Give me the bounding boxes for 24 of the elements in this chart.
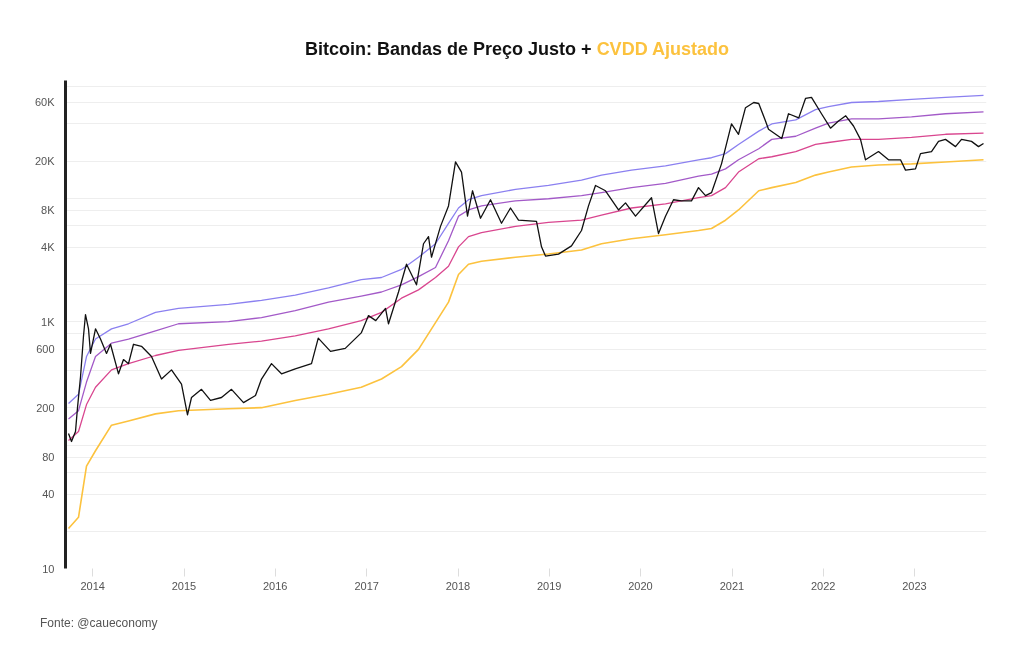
y-tick-label: 60K xyxy=(34,96,56,109)
y-tick-label: 200 xyxy=(36,401,55,414)
chart-title: Bitcoin: Bandas de Preço Justo + xyxy=(305,39,592,59)
x-tick-label: 2018 xyxy=(445,579,471,592)
y-tick-label: 1K xyxy=(41,315,56,328)
x-tick-label: 2020 xyxy=(628,579,653,592)
y-tick-label: 20K xyxy=(34,155,56,168)
x-tick-label: 2021 xyxy=(719,579,745,592)
x-tick-label: 2019 xyxy=(537,579,562,592)
line-series xyxy=(67,158,985,530)
y-tick-label: 10 xyxy=(42,562,55,575)
y-tick-label: 8K xyxy=(41,204,56,217)
y-tick-label: 40 xyxy=(42,488,55,501)
x-tick-label: 2017 xyxy=(354,579,379,592)
y-tick-label: 80 xyxy=(42,451,55,464)
text: CVDD Ajustado xyxy=(596,39,729,59)
y-tick-label: 600 xyxy=(36,343,55,356)
x-tick-label: 2022 xyxy=(811,579,836,592)
x-tick-label: 2023 xyxy=(902,579,927,592)
source-note: Fonte: @caueconomy xyxy=(39,615,158,632)
x-tick-label: 2014 xyxy=(80,579,105,592)
y-tick-label: 4K xyxy=(41,241,56,254)
x-tick-label: 2015 xyxy=(171,579,197,592)
x-tick-label: 2016 xyxy=(263,579,288,592)
